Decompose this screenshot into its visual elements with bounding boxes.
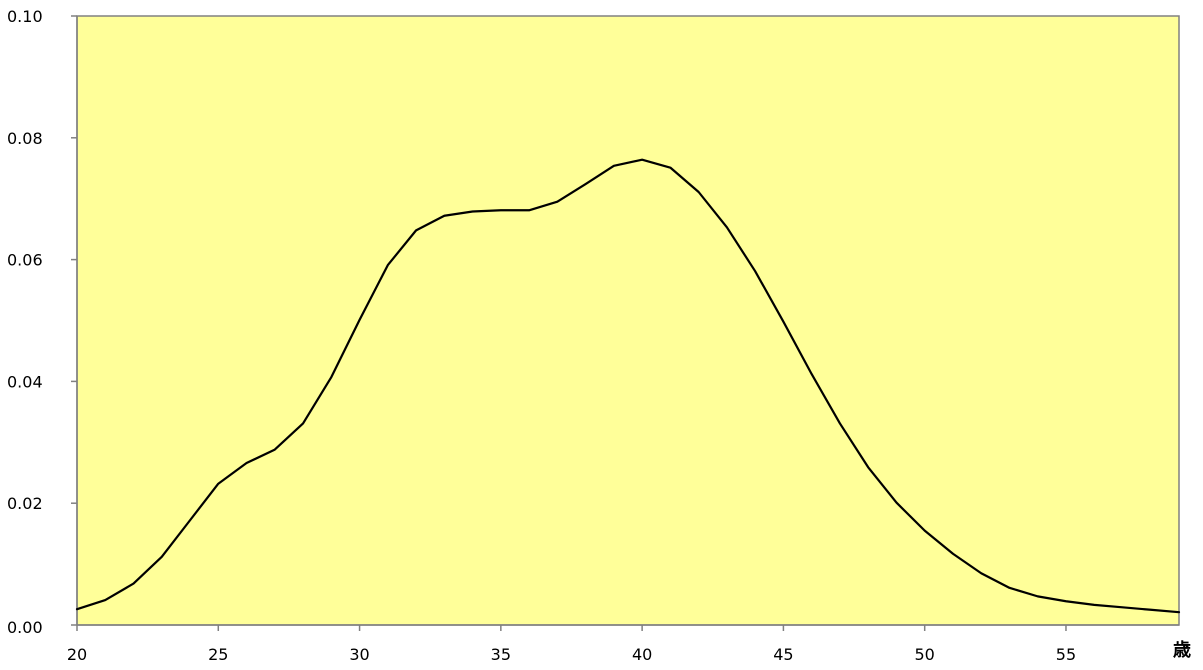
x-tick-label: 20 — [67, 645, 87, 664]
x-tick-label: 45 — [773, 645, 793, 664]
x-tick-label: 25 — [208, 645, 228, 664]
y-tick-label: 0.08 — [7, 129, 43, 148]
plot-layer — [76, 15, 1180, 626]
series-layer — [75, 158, 1181, 614]
y-tick-label: 0.02 — [7, 494, 43, 513]
label-layer: 0.00 0.02 0.04 0.06 0.08 0.10 20 25 30 35 40 45 50 55… — [7, 7, 1191, 664]
x-tick-label: 35 — [491, 645, 511, 664]
x-tick-label: 30 — [349, 645, 369, 664]
y-tick-label: 0.10 — [7, 7, 43, 26]
plot-area — [76, 15, 1180, 626]
x-tick-label: 55 — [1056, 645, 1076, 664]
y-tick-label: 0.04 — [7, 372, 43, 391]
x-tick-label: 50 — [915, 645, 935, 664]
series-line — [75, 158, 1181, 614]
x-tick-label: 40 — [632, 645, 652, 664]
x-unit-label: 歳 — [1173, 640, 1191, 661]
y-tick-label: 0.00 — [7, 618, 43, 637]
axis-layer — [71, 15, 1179, 631]
y-tick-label: 0.06 — [7, 251, 43, 270]
